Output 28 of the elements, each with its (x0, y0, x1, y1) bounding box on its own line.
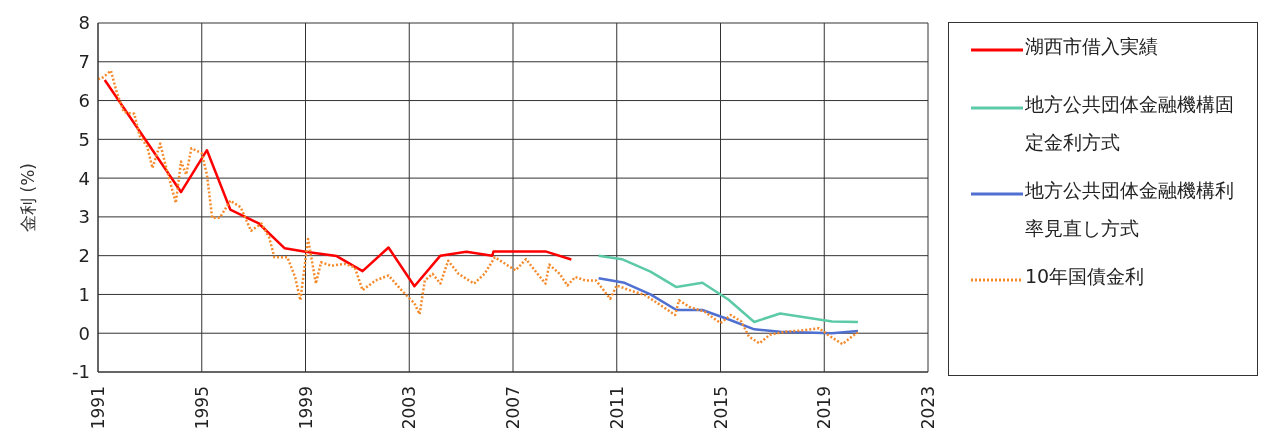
x-tick-label: 1991 (88, 386, 108, 430)
line-series (103, 78, 573, 288)
x-tick-label: 2023 (918, 386, 938, 430)
x-tick-label: 2011 (606, 386, 627, 430)
legend-label: 地方公共団体金融機構利率見直し方式 (1025, 178, 1235, 241)
y-tick-label: 8 (78, 12, 90, 34)
y-axis-title: 金利 (%) (18, 163, 39, 232)
x-tick-label: 1999 (295, 386, 316, 430)
x-tick-label: 2015 (710, 386, 731, 430)
line-series (597, 276, 860, 335)
y-tick-label: 4 (78, 167, 90, 189)
y-tick-label: 2 (78, 245, 90, 267)
y-tick-label: 3 (78, 206, 90, 228)
x-tick-label: 1995 (191, 386, 212, 430)
x-tick-label: 2003 (399, 386, 420, 430)
y-tick-label: 5 (78, 128, 90, 150)
y-tick-label: 6 (78, 89, 90, 111)
x-tick-label: 2007 (503, 386, 523, 430)
y-tick-label: -1 (72, 361, 90, 383)
y-tick-label: 7 (78, 51, 90, 73)
legend-label: 10年国債金利 (1025, 264, 1146, 289)
legend-label: 地方公共団体金融機構固定金利方式 (1025, 92, 1235, 155)
line-series (597, 254, 860, 324)
y-tick-label: 0 (78, 322, 90, 344)
line-series (98, 69, 860, 346)
legend-label: 湖西市借入実績 (1025, 34, 1159, 59)
y-tick-label: 1 (78, 283, 90, 305)
x-tick-label: 2019 (814, 386, 835, 430)
